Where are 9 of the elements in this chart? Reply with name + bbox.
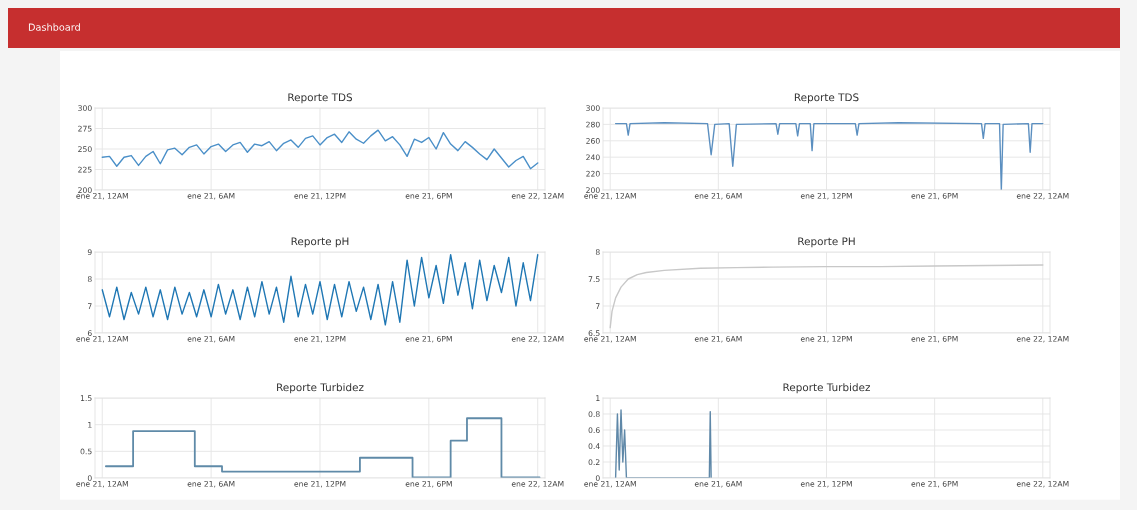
line-series bbox=[101, 254, 539, 326]
chart-title: Reporte TDS bbox=[288, 93, 353, 104]
chart-title: Reporte Turbidez bbox=[277, 383, 364, 394]
chart-title: Reporte pH bbox=[291, 237, 349, 248]
chart-title: Reporte Turbidez bbox=[783, 383, 871, 394]
line-series bbox=[101, 129, 539, 170]
chart-title: Reporte TDS bbox=[794, 93, 859, 104]
chart-title: Reporte PH bbox=[798, 237, 855, 248]
text: Dashboard bbox=[28, 23, 80, 31]
